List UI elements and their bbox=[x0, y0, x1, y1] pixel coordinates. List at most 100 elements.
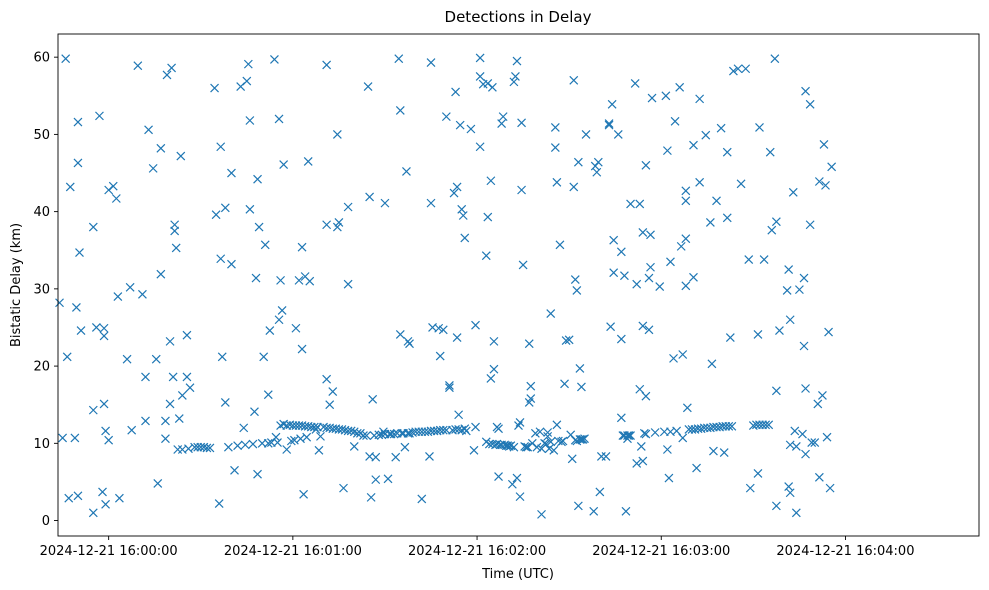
data-point bbox=[481, 251, 491, 261]
data-point bbox=[148, 163, 158, 173]
data-point bbox=[676, 241, 686, 251]
data-point bbox=[486, 176, 496, 186]
data-point bbox=[630, 79, 640, 88]
data-point bbox=[707, 359, 717, 369]
data-point bbox=[736, 179, 746, 189]
data-point bbox=[632, 458, 642, 468]
y-tick-label: 40 bbox=[33, 205, 50, 220]
data-point bbox=[104, 435, 114, 445]
data-point bbox=[647, 93, 657, 103]
data-point bbox=[328, 387, 338, 397]
data-point bbox=[818, 391, 827, 400]
data-point bbox=[661, 91, 671, 101]
data-point bbox=[745, 483, 755, 493]
data-point bbox=[655, 282, 665, 291]
data-point bbox=[753, 330, 763, 339]
data-point bbox=[507, 479, 517, 489]
data-point bbox=[460, 233, 470, 243]
data-point bbox=[541, 439, 551, 449]
data-point bbox=[273, 438, 282, 447]
data-point bbox=[305, 276, 315, 286]
data-point bbox=[274, 315, 284, 325]
data-point bbox=[168, 372, 178, 382]
data-point bbox=[108, 181, 118, 191]
data-point bbox=[664, 473, 674, 483]
data-point bbox=[650, 428, 660, 437]
x-tick-label: 2024-12-21 16:04:00 bbox=[776, 544, 914, 559]
data-point bbox=[798, 429, 807, 439]
data-point bbox=[705, 218, 715, 227]
data-point bbox=[248, 439, 258, 449]
data-point bbox=[71, 302, 81, 312]
data-point bbox=[151, 354, 161, 364]
data-point bbox=[73, 491, 83, 501]
data-point bbox=[156, 269, 166, 279]
data-point bbox=[461, 426, 471, 436]
data-point bbox=[141, 372, 150, 382]
data-point bbox=[604, 119, 614, 129]
data-point bbox=[681, 234, 691, 244]
data-point bbox=[363, 82, 373, 91]
data-point bbox=[489, 364, 499, 374]
x-tick-label: 2024-12-21 16:01:00 bbox=[224, 544, 362, 559]
data-point bbox=[230, 465, 239, 475]
data-point bbox=[810, 438, 820, 447]
data-point bbox=[454, 410, 464, 420]
data-point bbox=[791, 508, 801, 518]
data-point bbox=[728, 66, 738, 76]
data-point bbox=[695, 177, 705, 187]
data-point bbox=[61, 54, 71, 64]
data-point bbox=[570, 275, 580, 285]
data-point bbox=[294, 275, 304, 285]
data-point bbox=[555, 240, 565, 250]
data-point bbox=[573, 501, 583, 511]
data-point bbox=[511, 72, 520, 81]
data-point bbox=[177, 391, 187, 400]
data-point bbox=[441, 112, 451, 122]
x-tick-label: 2024-12-21 16:00:00 bbox=[40, 544, 178, 559]
data-point bbox=[626, 431, 635, 441]
data-point bbox=[165, 336, 175, 346]
data-point bbox=[509, 77, 519, 87]
data-point bbox=[405, 339, 414, 349]
data-point bbox=[346, 426, 356, 436]
data-point bbox=[291, 323, 301, 333]
chart-title: Detections in Delay bbox=[445, 8, 592, 26]
data-point bbox=[75, 248, 84, 257]
x-tick-label: 2024-12-21 16:02:00 bbox=[408, 544, 546, 559]
data-point bbox=[727, 421, 737, 431]
data-point bbox=[791, 441, 801, 451]
data-point bbox=[316, 431, 325, 441]
data-point bbox=[498, 112, 508, 122]
data-point bbox=[475, 53, 485, 63]
data-point bbox=[88, 222, 98, 232]
data-point bbox=[560, 379, 569, 389]
data-point bbox=[821, 180, 830, 190]
data-point bbox=[227, 259, 236, 269]
data-point bbox=[227, 168, 236, 178]
data-point bbox=[626, 199, 635, 209]
data-point bbox=[343, 279, 353, 289]
data-point bbox=[339, 483, 348, 493]
data-point bbox=[589, 506, 599, 516]
data-point bbox=[824, 327, 833, 337]
data-point bbox=[799, 273, 809, 283]
data-point bbox=[765, 147, 775, 157]
data-point bbox=[322, 374, 332, 384]
data-point bbox=[580, 434, 589, 444]
data-point bbox=[299, 489, 309, 499]
data-point bbox=[260, 240, 270, 250]
data-point bbox=[805, 99, 815, 109]
data-point bbox=[641, 391, 651, 401]
data-point bbox=[253, 174, 262, 184]
data-point bbox=[185, 383, 195, 393]
y-axis-label: Bistatic Delay (km) bbox=[9, 223, 24, 347]
data-point bbox=[569, 182, 579, 192]
data-point bbox=[99, 323, 109, 333]
data-point bbox=[251, 273, 261, 283]
data-point bbox=[91, 323, 101, 332]
data-point bbox=[567, 454, 577, 464]
data-point bbox=[452, 182, 462, 192]
data-point bbox=[497, 119, 507, 129]
